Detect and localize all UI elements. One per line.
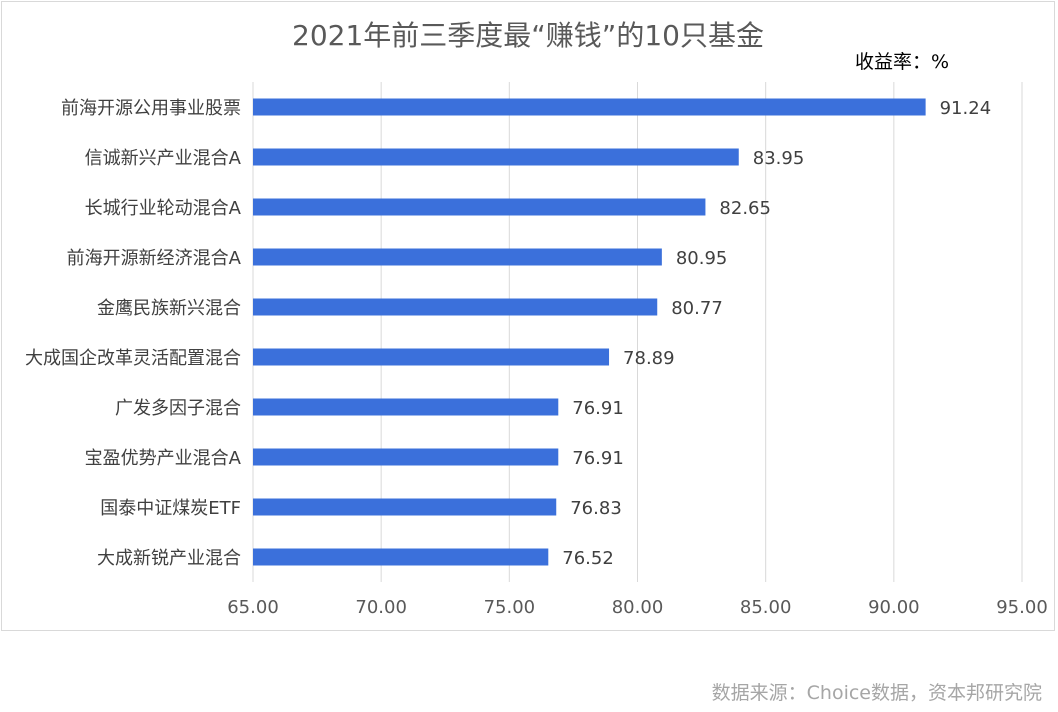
x-tick-label: 90.00 xyxy=(868,597,920,618)
x-tick-label: 70.00 xyxy=(355,597,407,618)
x-tick-label: 95.00 xyxy=(996,597,1048,618)
category-label: 信诚新兴产业混合A xyxy=(85,148,242,169)
source-note: 数据来源：Choice数据，资本邦研究院 xyxy=(711,682,1042,704)
category-label: 大成新锐产业混合 xyxy=(97,548,241,569)
bar xyxy=(253,548,549,566)
category-label: 大成国企改革灵活配置混合 xyxy=(25,348,241,369)
bar xyxy=(253,498,557,516)
chart-title: 2021年前三季度最“赚钱”的10只基金 xyxy=(292,19,764,52)
bar xyxy=(253,398,559,416)
x-tick-label: 80.00 xyxy=(612,597,664,618)
x-tick-label: 65.00 xyxy=(227,597,279,618)
category-label: 金鹰民族新兴混合 xyxy=(97,298,241,319)
bar xyxy=(253,448,559,466)
category-label: 广发多因子混合 xyxy=(115,398,241,419)
bar xyxy=(253,198,706,216)
unit-label: 收益率：% xyxy=(855,51,950,73)
data-label: 82.65 xyxy=(719,198,771,219)
data-label: 91.24 xyxy=(940,98,992,119)
bar xyxy=(253,348,610,366)
data-label: 80.77 xyxy=(671,298,723,319)
x-tick-label: 75.00 xyxy=(484,597,536,618)
data-label: 76.91 xyxy=(572,398,624,419)
category-label: 前海开源公用事业股票 xyxy=(61,98,241,119)
bar xyxy=(253,98,926,116)
data-label: 78.89 xyxy=(623,348,675,369)
data-label: 76.83 xyxy=(570,498,622,519)
bar xyxy=(253,248,662,266)
x-tick-label: 85.00 xyxy=(740,597,792,618)
data-label: 83.95 xyxy=(753,148,805,169)
bar xyxy=(253,148,739,166)
data-label: 76.91 xyxy=(572,448,624,469)
category-label: 长城行业轮动混合A xyxy=(85,198,242,219)
category-label: 宝盈优势产业混合A xyxy=(85,448,242,469)
bar-chart: 65.00 70.00 75.00 80.00 85.00 90.00 95.00 前海开源公… xyxy=(25,82,1048,618)
data-label: 76.52 xyxy=(562,548,614,569)
category-label: 国泰中证煤炭ETF xyxy=(100,498,241,519)
bar xyxy=(253,298,658,316)
category-label: 前海开源新经济混合A xyxy=(67,248,242,269)
data-label: 80.95 xyxy=(676,248,728,269)
